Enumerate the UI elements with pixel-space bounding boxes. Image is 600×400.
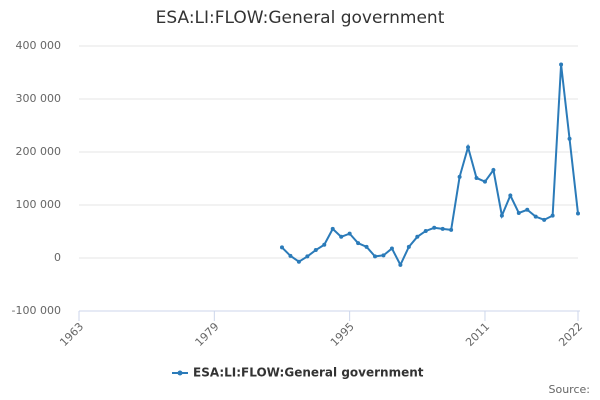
chart-title: ESA:LI:FLOW:General government (156, 8, 445, 28)
point (449, 227, 454, 232)
series-line (281, 64, 579, 268)
point (432, 225, 437, 230)
point (415, 234, 420, 239)
x-tick-label: 2011 (463, 320, 492, 349)
y-tick-label: 400 000 (16, 39, 62, 52)
x-tick-label: 2022 (556, 320, 585, 349)
y-tick-label: 0 (54, 251, 61, 264)
point (550, 213, 555, 218)
point (288, 253, 293, 258)
point (482, 179, 487, 184)
point (508, 193, 513, 198)
point (398, 262, 403, 267)
point (389, 246, 394, 251)
point (313, 248, 318, 253)
point (339, 234, 344, 239)
point (305, 254, 310, 259)
point (466, 145, 471, 150)
y-tick-label: 300 000 (16, 92, 62, 105)
point (499, 213, 504, 218)
point (533, 214, 538, 219)
point (516, 210, 521, 215)
point (330, 226, 335, 231)
point (440, 226, 445, 231)
point (567, 136, 572, 141)
point (423, 228, 428, 233)
x-tick-label: 1963 (57, 320, 86, 349)
point (525, 207, 530, 212)
point (576, 211, 580, 216)
point (279, 245, 284, 250)
point (457, 174, 462, 179)
point (322, 242, 327, 247)
point (381, 253, 386, 258)
point (347, 231, 352, 236)
legend-marker (177, 370, 183, 376)
y-tick-label: 100 000 (16, 198, 62, 211)
point (542, 217, 547, 222)
x-tick-label: 1979 (193, 320, 222, 349)
point (356, 241, 361, 246)
point (364, 244, 369, 249)
x-tick-label: 1995 (328, 320, 357, 349)
point (559, 62, 564, 67)
y-tick-label: 200 000 (16, 145, 62, 158)
point (491, 168, 496, 173)
legend-label: ESA:LI:FLOW:General government (193, 366, 424, 380)
point (474, 175, 479, 180)
point (373, 254, 378, 259)
y-tick-label: -100 000 (12, 304, 61, 317)
point (406, 244, 411, 249)
point (296, 259, 301, 264)
source: Source: (549, 383, 591, 396)
